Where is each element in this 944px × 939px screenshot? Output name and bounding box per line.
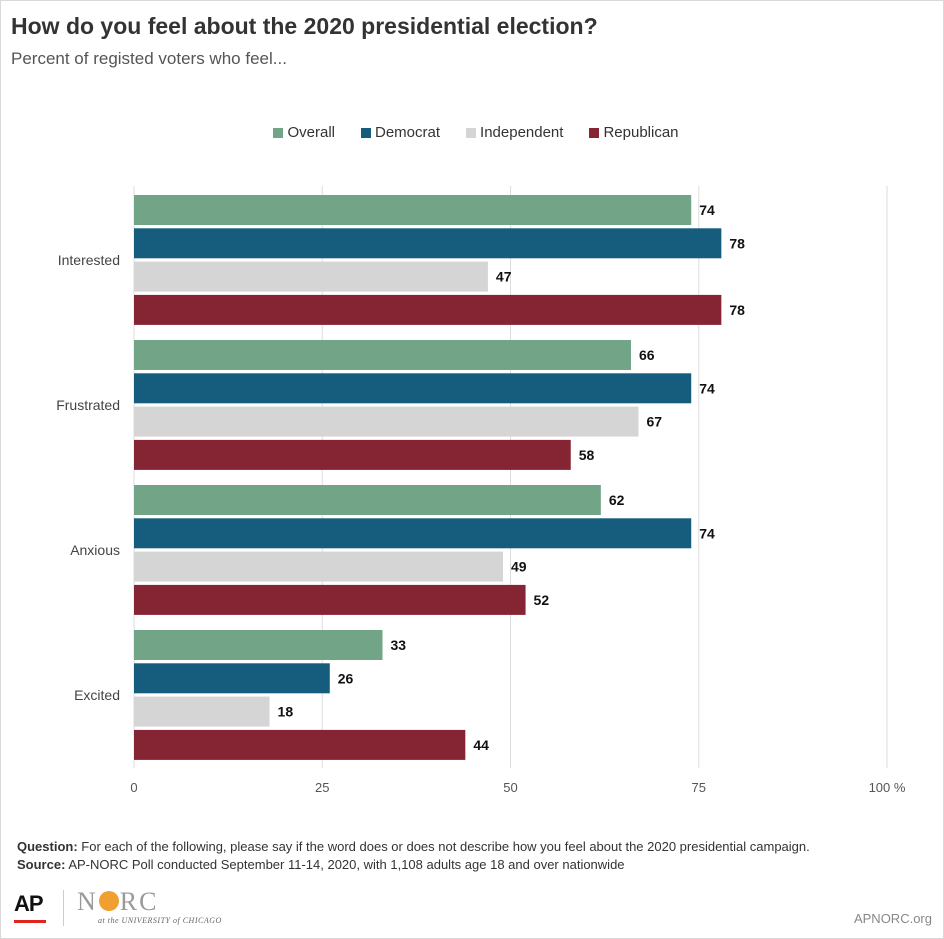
- legend-label: Democrat: [375, 124, 441, 141]
- data-label: 52: [534, 592, 550, 608]
- bar: [134, 663, 330, 694]
- data-label: 49: [511, 559, 527, 575]
- bar: [134, 373, 692, 404]
- question-label: Question:: [17, 839, 78, 854]
- chart-title: How do you feel about the 2020 president…: [11, 13, 598, 39]
- bar: [134, 261, 488, 292]
- category-label: Interested: [58, 252, 120, 268]
- data-label: 58: [579, 447, 595, 463]
- x-tick-label: 25: [315, 780, 329, 795]
- bar-chart: 0 25 50 75 100 % Interested 74 78 47 78 Frustrated…: [56, 186, 906, 795]
- chart-subtitle: Percent of registed voters who feel...: [11, 49, 287, 68]
- data-label: 67: [647, 414, 663, 430]
- legend-label: Independent: [480, 124, 564, 141]
- bar: [134, 630, 383, 660]
- ap-logo: AP: [14, 891, 44, 916]
- bar: [134, 696, 270, 727]
- data-label: 74: [699, 202, 715, 218]
- source-label: Source:: [17, 857, 66, 872]
- question-text: For each of the following, please say if…: [81, 839, 810, 854]
- legend-label: Overall: [287, 124, 335, 141]
- legend-item-independent: Independent: [458, 124, 563, 141]
- legend-item-democrat: Democrat: [353, 124, 440, 141]
- data-label: 33: [390, 637, 406, 653]
- bar: [134, 406, 639, 437]
- legend-swatch: [361, 127, 371, 138]
- bar: [134, 729, 466, 760]
- x-tick-label: 0: [130, 780, 137, 795]
- bar: [134, 228, 722, 259]
- x-tick-label: 75: [692, 780, 706, 795]
- norc-logo-o-icon: [98, 891, 119, 911]
- legend-swatch: [273, 127, 284, 138]
- norc-logo-subtitle: at the UNIVERSITY of CHICAGO: [98, 916, 222, 925]
- legend-swatch: [466, 127, 477, 138]
- bar: [134, 584, 526, 615]
- legend-item-overall: Overall: [265, 124, 335, 141]
- bar: [134, 551, 503, 582]
- data-label: 66: [639, 347, 655, 363]
- data-label: 74: [699, 525, 715, 541]
- data-label: 26: [338, 670, 354, 686]
- legend-item-republican: Republican: [581, 124, 679, 141]
- chart-legend: Overall Democrat Independent Republican: [0, 124, 944, 141]
- legend-swatch: [589, 127, 600, 138]
- data-label: 62: [609, 492, 625, 508]
- x-tick-label: 50: [503, 780, 517, 795]
- norc-logo-rc: RC: [119, 887, 159, 916]
- category-label: Excited: [74, 687, 120, 703]
- footnote-question: Question: For each of the following, ple…: [17, 839, 810, 854]
- data-label: 47: [496, 269, 512, 285]
- bar: [134, 485, 601, 515]
- category-label: Anxious: [70, 542, 120, 558]
- data-label: 18: [278, 704, 294, 720]
- data-label: 44: [473, 737, 489, 753]
- norc-logo-n: N: [77, 887, 98, 916]
- norc-logo: N RC: [77, 887, 158, 917]
- ap-logo-underline: [14, 920, 46, 923]
- logo-divider: [63, 890, 64, 926]
- data-label: 74: [699, 380, 715, 396]
- category-label: Frustrated: [56, 397, 120, 413]
- data-label: 78: [729, 235, 745, 251]
- bar: [134, 439, 571, 470]
- site-link[interactable]: APNORC.org: [853, 911, 932, 926]
- x-tick-label: 100 %: [869, 780, 906, 795]
- data-label: 78: [729, 302, 745, 318]
- bar: [134, 294, 722, 325]
- legend-label: Republican: [603, 124, 679, 141]
- footnote-source: Source: AP-NORC Poll conducted September…: [17, 857, 625, 872]
- bar: [134, 518, 692, 549]
- source-text: AP-NORC Poll conducted September 11-14, …: [68, 857, 625, 872]
- bar: [134, 340, 631, 370]
- bar: [134, 195, 692, 225]
